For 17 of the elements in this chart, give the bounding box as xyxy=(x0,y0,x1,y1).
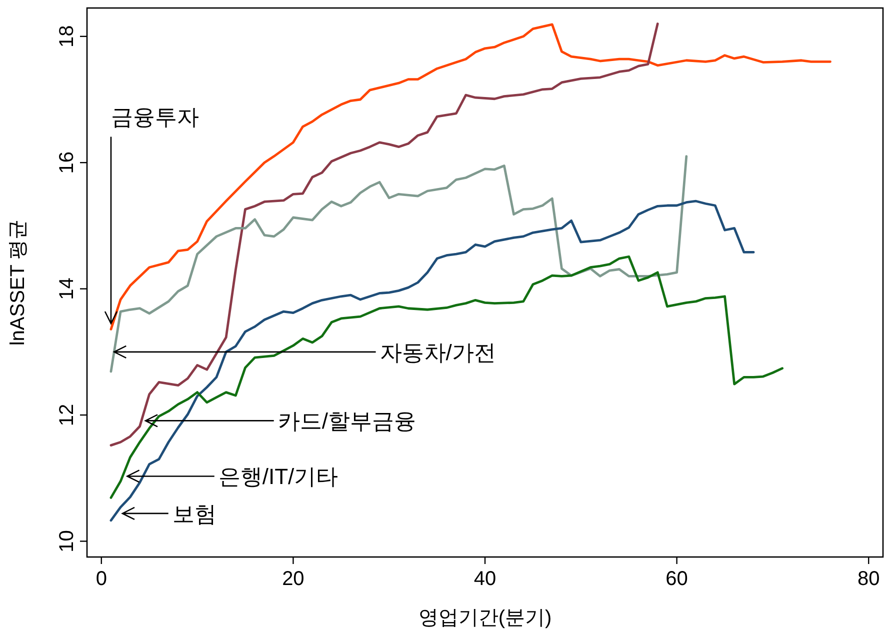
annotation: 은행/IT/기타 xyxy=(218,464,338,490)
y-tick-label: 14 xyxy=(56,278,78,300)
x-axis-title: 영업기간(분기) xyxy=(418,607,552,629)
x-tick-label: 80 xyxy=(858,568,880,590)
annotation: 보험 xyxy=(172,501,216,526)
annotation: 카드/할부금융 xyxy=(278,408,416,434)
annotation: 자동차/가전 xyxy=(380,340,496,365)
y-axis-title: lnASSET 평균 xyxy=(7,219,29,346)
annotation: 금융투자 xyxy=(110,104,199,130)
x-tick-label: 40 xyxy=(474,568,496,590)
x-tick-label: 0 xyxy=(96,568,107,590)
y-tick-label: 16 xyxy=(56,151,78,174)
y-tick-label: 12 xyxy=(56,404,78,426)
y-tick-label: 10 xyxy=(56,530,78,552)
y-tick-label: 18 xyxy=(56,25,78,48)
x-tick-label: 20 xyxy=(282,568,304,590)
x-tick-label: 60 xyxy=(666,568,688,590)
